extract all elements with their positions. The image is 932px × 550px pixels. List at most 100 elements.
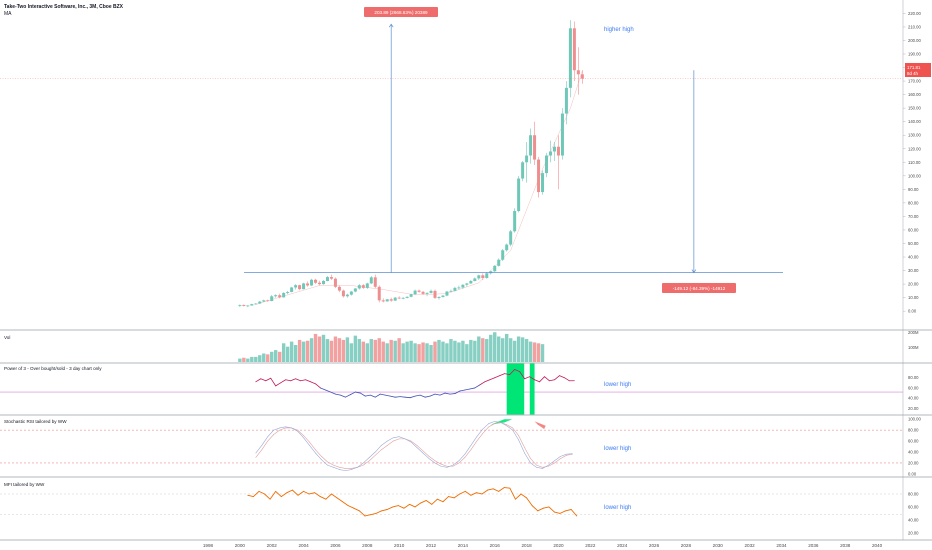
mfi-line-segment-9 xyxy=(297,490,305,496)
price-tick-label-12: 120.00 xyxy=(908,146,921,151)
volume-bar-47 xyxy=(425,343,429,362)
stoch-rsi-d-line-segment-2 xyxy=(267,434,275,442)
stoch-rsi-k-line-segment-22 xyxy=(386,437,394,442)
mfi-line-segment-38 xyxy=(459,490,466,495)
power-of-3-line-segment-12 xyxy=(315,383,321,389)
stoch-rsi-k-line-segment-41 xyxy=(500,422,507,427)
candle-56 xyxy=(461,284,465,289)
mfi-line-segment-43 xyxy=(487,488,494,491)
stoch-rsi-d-line-segment-31 xyxy=(440,463,448,467)
stoch-rsi-k-line-segment-19 xyxy=(368,451,376,458)
price-tick-label-6: 60.00 xyxy=(908,227,919,232)
stoch-rsi-tick-label-2: 60.00 xyxy=(908,439,919,444)
candle-21 xyxy=(321,280,325,285)
measure-up-label[interactable]: 203.89 (2668.63%) 20389 xyxy=(364,7,438,17)
power-of-3-line-segment-11 xyxy=(310,381,316,385)
stoch-rsi-d-line-segment-45 xyxy=(524,447,531,459)
volume-bar-75 xyxy=(536,343,541,362)
candle-body-16 xyxy=(302,283,306,290)
candle-body-70 xyxy=(517,178,521,212)
stoch-rsi-d-line-segment-1 xyxy=(261,440,269,451)
power-of-3-line-segment-55 xyxy=(529,376,535,381)
stoch-rsi-d-line-segment-37 xyxy=(476,433,484,442)
power-of-3-tick-label-2: 40.00 xyxy=(908,396,919,401)
power-of-3-line-segment-19 xyxy=(349,391,356,396)
mfi-lower-high-annotation: lower high xyxy=(604,505,631,511)
price-axis: 0.00 10.00 20.00 30.00 40.00 50.00 60.00 70.00 8… xyxy=(903,11,921,314)
candle-17 xyxy=(306,281,310,287)
candle-body-61 xyxy=(481,275,485,279)
power-of-3-line-segment-22 xyxy=(364,394,371,397)
time-tick-label-12: 2022 xyxy=(585,543,596,548)
price-tick-label-2: 20.00 xyxy=(908,282,919,287)
volume-bar-54 xyxy=(453,340,457,362)
time-tick-label-21: 2040 xyxy=(872,543,883,548)
power-of-3-line-segment-30 xyxy=(404,396,411,399)
mfi-line-segment-5 xyxy=(275,490,282,498)
time-tick-label-4: 2006 xyxy=(330,543,341,548)
power-of-3-line-segment-43 xyxy=(469,387,476,390)
volume-bar-0 xyxy=(238,358,242,362)
stoch-rsi-k-line-segment-4 xyxy=(279,426,286,429)
candle-53 xyxy=(449,289,453,293)
volume-bar-52 xyxy=(445,343,449,362)
stoch-rsi-d-line-segment-21 xyxy=(380,445,388,451)
volume-bar-22 xyxy=(325,339,330,362)
stoch-rsi-k-line-segment-39 xyxy=(488,421,496,424)
time-tick-label-13: 2024 xyxy=(617,543,628,548)
candle-13 xyxy=(290,286,294,293)
mfi-line-segment-2 xyxy=(258,490,266,495)
stoch-rsi-k-line-segment-35 xyxy=(464,445,472,455)
volume-bar-51 xyxy=(441,341,445,362)
power-of-3-pane-title: Power of 3 - Over bought/sold - 3 day ch… xyxy=(4,366,102,371)
candle-45 xyxy=(417,289,421,293)
price-tick-label-4: 40.00 xyxy=(908,255,919,260)
stoch-rsi-k-line-segment-5 xyxy=(285,426,292,429)
candle-body-78 xyxy=(548,151,552,156)
power-of-3-line-segment-37 xyxy=(439,392,446,396)
volume-bar-56 xyxy=(461,340,465,362)
volume-bar-65 xyxy=(497,336,501,362)
candle-19 xyxy=(314,278,318,285)
candle-75 xyxy=(537,156,541,198)
price-tick-label-0: 0.00 xyxy=(908,309,917,314)
candle-body-17 xyxy=(306,283,310,286)
candle-body-32 xyxy=(365,283,369,288)
stoch-rsi-k-line-segment-46 xyxy=(530,462,537,468)
stoch-rsi-d-line-segment-0 xyxy=(255,449,263,458)
mfi-line-segment-30 xyxy=(414,502,422,508)
measure-down-label[interactable]: -149.12 (-84.39%) -14912 xyxy=(662,283,736,293)
volume-bar-11 xyxy=(281,343,286,362)
stoch-rsi-k-line-segment-17 xyxy=(357,462,364,468)
power-of-3-line-segment-26 xyxy=(384,394,391,397)
stoch-rsi-d-line-segment-50 xyxy=(554,458,561,464)
volume-bar-13 xyxy=(289,341,294,362)
candle-64 xyxy=(493,265,497,272)
stoch-rsi-k-line-segment-43 xyxy=(512,429,519,441)
measure-down-text: -149.12 (-84.39%) -14912 xyxy=(673,286,726,291)
stoch-rsi-tick-label-0: 100.00 xyxy=(908,417,921,422)
candle-body-1 xyxy=(242,305,246,307)
power-of-3-overbought-zone-1 xyxy=(529,363,535,415)
candle-60 xyxy=(477,274,481,281)
candle-18 xyxy=(310,278,314,287)
volume-bar-62 xyxy=(485,339,489,362)
power-of-3-line-segment-20 xyxy=(354,391,361,394)
mfi-line-segment-48 xyxy=(514,493,522,500)
volume-bar-12 xyxy=(285,346,290,362)
mfi-line-segment-26 xyxy=(392,505,399,508)
stoch-rsi-k-line-segment-18 xyxy=(363,457,370,464)
candle-body-76 xyxy=(541,173,545,193)
candle-54 xyxy=(453,286,457,292)
stoch-rsi-pane: 100.00 80.00 60.00 40.00 20.00 0.00 xyxy=(0,417,921,476)
mfi-tick-label-1: 60.00 xyxy=(908,504,919,509)
candle-body-56 xyxy=(461,284,465,288)
candle-69 xyxy=(513,208,517,233)
volume-bar-31 xyxy=(361,341,366,362)
price-annotations xyxy=(0,23,903,274)
volume-bar-38 xyxy=(389,339,393,362)
candle-body-6 xyxy=(262,300,266,302)
time-tick-label-15: 2028 xyxy=(681,543,692,548)
time-tick-label-8: 2014 xyxy=(458,543,469,548)
